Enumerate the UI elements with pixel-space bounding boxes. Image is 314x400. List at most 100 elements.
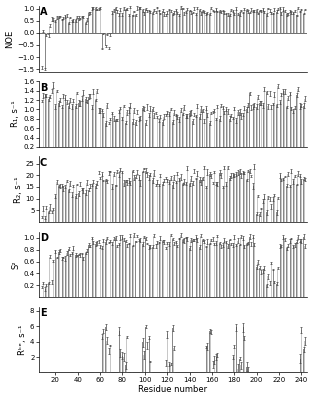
Bar	[303, 14, 304, 33]
Bar	[125, 181, 126, 222]
Bar	[85, 100, 86, 156]
Bar	[206, 108, 207, 156]
Bar	[132, 171, 133, 222]
Bar	[234, 237, 235, 297]
Bar	[249, 93, 250, 156]
Bar	[196, 237, 197, 297]
Bar	[120, 108, 121, 156]
Bar	[55, 106, 56, 156]
Bar	[46, 96, 47, 156]
Bar	[217, 106, 218, 156]
Bar	[119, 331, 120, 372]
Bar	[233, 118, 234, 156]
Bar	[186, 12, 187, 33]
Bar	[190, 179, 191, 222]
Bar	[93, 92, 94, 156]
Bar	[266, 212, 267, 222]
Bar	[243, 172, 244, 222]
Bar	[56, 258, 57, 297]
Bar	[207, 172, 208, 222]
Bar	[246, 367, 247, 372]
Bar	[193, 9, 194, 33]
Bar	[105, 123, 106, 156]
Bar	[183, 182, 184, 222]
Bar	[48, 99, 49, 156]
Bar	[48, 212, 49, 222]
Bar	[177, 174, 178, 222]
Bar	[112, 186, 113, 222]
Bar	[224, 168, 225, 222]
Bar	[179, 119, 180, 156]
Bar	[304, 10, 305, 33]
Bar	[177, 13, 178, 33]
Bar	[216, 184, 217, 222]
Bar	[115, 186, 116, 222]
Bar	[247, 370, 248, 372]
Bar	[192, 183, 193, 222]
Bar	[82, 16, 83, 33]
Bar	[147, 346, 148, 372]
Bar	[95, 244, 96, 297]
Bar	[170, 178, 171, 222]
Bar	[197, 8, 198, 33]
Bar	[59, 251, 60, 297]
Bar	[137, 112, 138, 156]
Bar	[132, 246, 133, 297]
Bar	[143, 109, 144, 156]
Bar	[115, 8, 116, 33]
Bar	[180, 110, 181, 156]
Bar	[190, 240, 191, 297]
Bar	[103, 115, 104, 156]
Bar	[296, 242, 297, 297]
Bar	[110, 241, 111, 297]
Bar	[253, 11, 254, 33]
Bar	[149, 338, 150, 372]
Bar	[239, 14, 240, 33]
Bar	[150, 174, 151, 222]
Bar	[89, 13, 90, 33]
Bar	[301, 9, 302, 33]
Bar	[210, 8, 211, 33]
Bar	[287, 246, 288, 297]
Bar	[303, 106, 304, 156]
Bar	[102, 110, 103, 156]
Bar	[186, 183, 187, 222]
Bar	[197, 173, 198, 222]
Bar	[122, 172, 123, 222]
Bar	[116, 12, 117, 33]
Bar	[102, 337, 103, 372]
Bar	[213, 112, 214, 156]
Bar	[65, 258, 66, 297]
Bar	[49, 96, 50, 156]
Bar	[69, 255, 70, 297]
Bar	[106, 238, 107, 297]
Bar	[155, 246, 156, 297]
Bar	[170, 235, 171, 297]
Bar	[102, 248, 103, 297]
Bar	[233, 11, 234, 33]
Bar	[264, 196, 265, 222]
Bar	[79, 18, 80, 33]
Bar	[167, 13, 168, 33]
Bar	[133, 235, 134, 297]
Bar	[199, 247, 200, 297]
Bar	[51, 282, 52, 297]
Bar	[66, 16, 67, 33]
Bar	[106, 340, 107, 372]
Bar	[75, 106, 76, 156]
Bar	[130, 236, 131, 297]
Bar	[43, 31, 44, 33]
Bar	[267, 276, 268, 297]
Bar	[109, 123, 110, 156]
Bar	[63, 18, 64, 33]
Bar	[109, 351, 110, 372]
Bar	[253, 236, 254, 297]
Bar	[297, 8, 298, 33]
Bar	[169, 244, 170, 297]
Bar	[106, 181, 107, 222]
Bar	[251, 244, 252, 297]
Bar	[119, 244, 120, 297]
Bar	[274, 194, 275, 222]
Bar	[256, 106, 257, 156]
Bar	[257, 196, 258, 222]
